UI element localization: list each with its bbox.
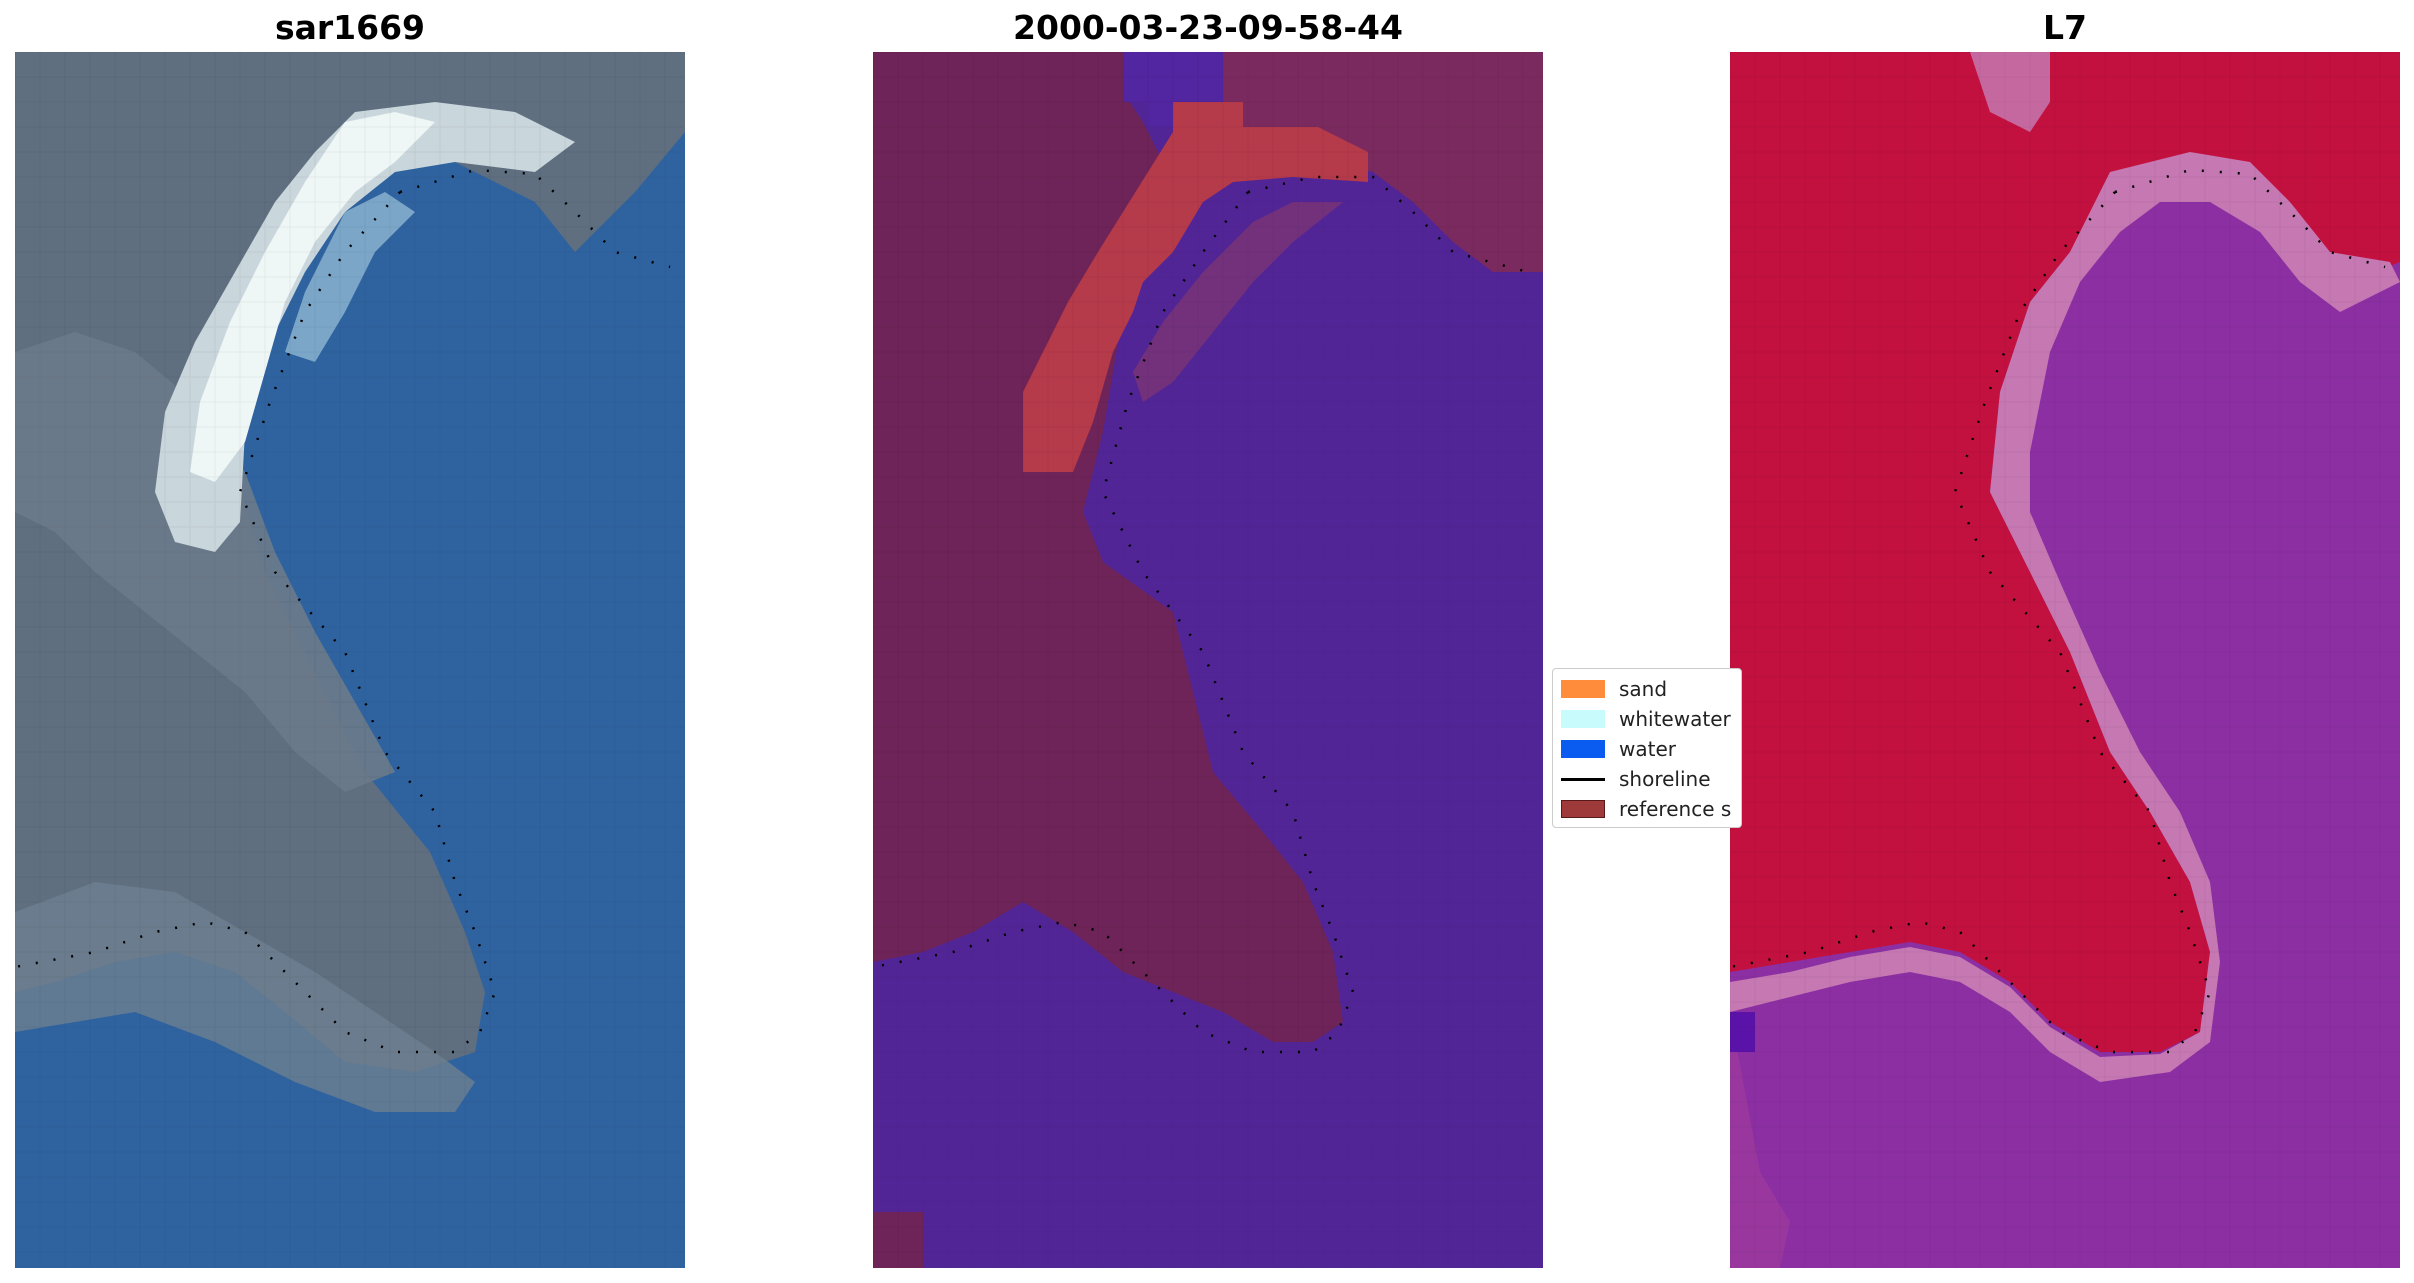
whitewater-swatch — [1561, 710, 1605, 728]
legend-label: reference s — [1619, 797, 1732, 821]
legend-item-shoreline: shoreline — [1561, 764, 1711, 794]
legend-item-reference: reference s — [1561, 794, 1731, 824]
panel-title-index: L7 — [2043, 8, 2087, 47]
panel-title-rgb: sar1669 — [274, 8, 426, 47]
sand-swatch — [1561, 680, 1605, 698]
index-image-panel — [1730, 52, 2400, 1268]
legend-item-sand: sand — [1561, 674, 1667, 704]
classified-image-panel — [873, 52, 1543, 1268]
shoreline-line-icon — [1561, 777, 1605, 781]
legend-label: shoreline — [1619, 767, 1711, 791]
legend: sand whitewater water shoreline referenc… — [1552, 668, 1742, 828]
legend-label: sand — [1619, 677, 1668, 701]
legend-label: water — [1619, 737, 1676, 761]
rgb-image — [15, 52, 685, 1268]
legend-item-water: water — [1561, 734, 1676, 764]
legend-item-whitewater: whitewater — [1561, 704, 1731, 734]
legend-label: whitewater — [1619, 707, 1731, 731]
index-image — [1730, 52, 2400, 1268]
rgb-image-panel — [15, 52, 685, 1268]
water-swatch — [1561, 740, 1605, 758]
reference-swatch — [1561, 800, 1605, 818]
panel-title-classified: 2000-03-23-09-58-44 — [1013, 8, 1403, 47]
classified-image — [873, 52, 1543, 1268]
